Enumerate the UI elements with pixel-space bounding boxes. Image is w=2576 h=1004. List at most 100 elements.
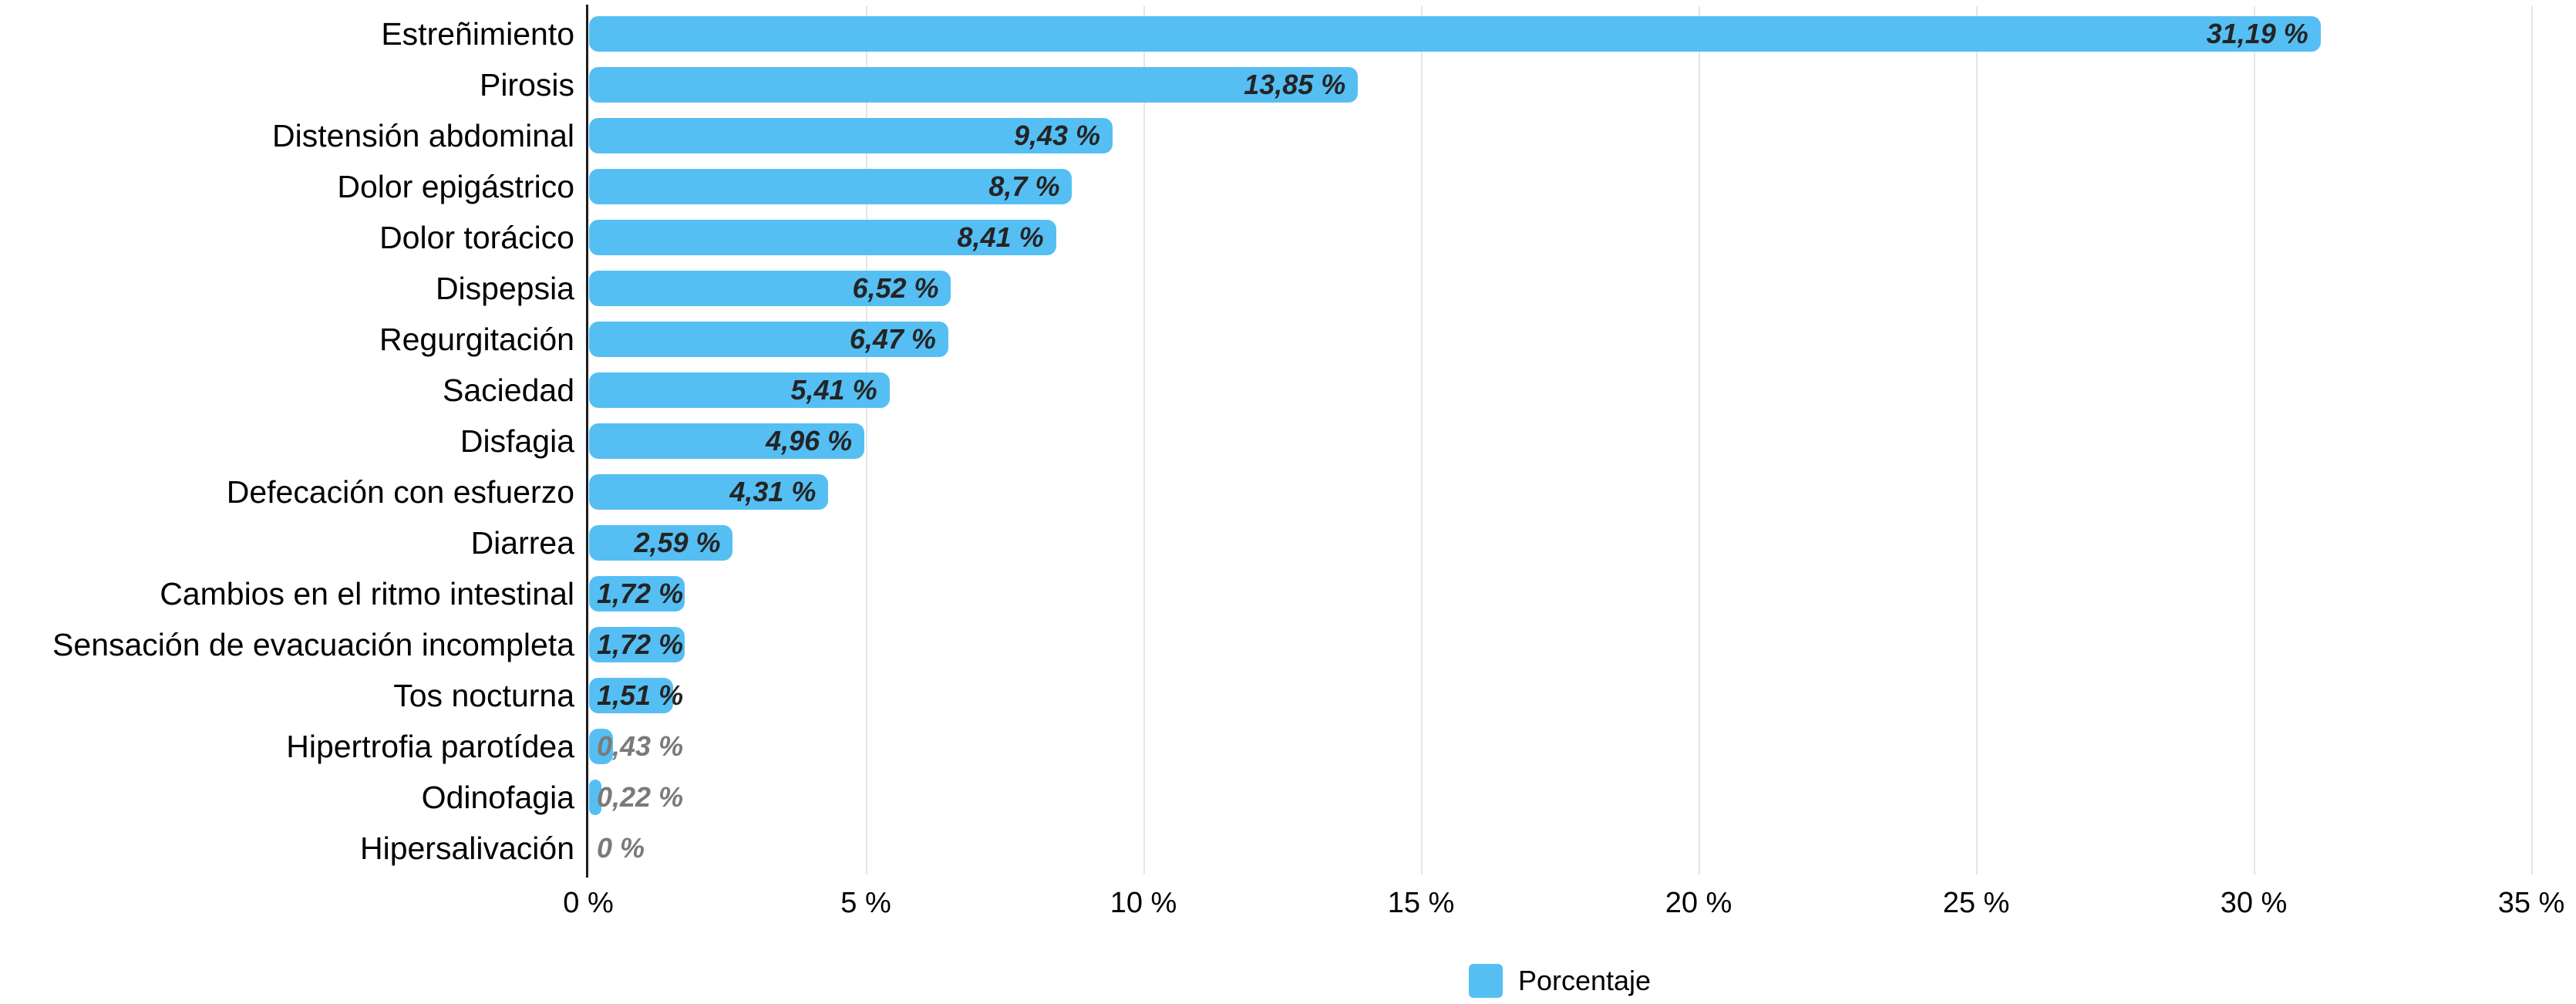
value-label: 8,41 % xyxy=(957,221,1044,253)
value-label: 2,59 % xyxy=(634,527,721,558)
bar-dispepsia[interactable] xyxy=(589,271,951,306)
plot-area: Estreñimiento 31,19 % Pirosis 13,85 % Disten… xyxy=(0,8,2576,874)
chart-row: Cambios en el ritmo intestinal 1,72 % xyxy=(0,568,2576,619)
category-label: Dolor epigástrico xyxy=(337,168,574,204)
gridline-5 xyxy=(866,6,867,874)
bar-track: 9,43 % xyxy=(589,118,2532,153)
bar-track: 31,19 % xyxy=(589,16,2532,52)
category-label: Disfagia xyxy=(460,423,574,459)
x-tick-label-0: 0 % xyxy=(563,887,614,919)
category-label: Hipertrofia parotídea xyxy=(286,728,574,764)
bar-odinofagia[interactable] xyxy=(589,780,601,815)
value-label: 0 % xyxy=(597,832,645,864)
category-label: Saciedad xyxy=(443,372,574,408)
legend-label: Porcentaje xyxy=(1517,965,1652,996)
x-tick-label-15: 15 % xyxy=(1387,887,1455,919)
value-label: 31,19 % xyxy=(2206,18,2308,49)
gridline-35 xyxy=(2531,6,2533,874)
bar-cambios-en-el-ritmo-intestinal[interactable] xyxy=(589,576,685,611)
bar-track: 8,7 % xyxy=(589,169,2532,204)
bar-hipertrofia-parot-dea[interactable] xyxy=(589,729,613,764)
chart-row: Hipersalivación 0 % xyxy=(0,823,2576,874)
bar-dolor-tor-cico[interactable] xyxy=(589,220,1056,255)
bar-estre-imiento[interactable] xyxy=(589,16,2321,52)
chart-row: Odinofagia 0,22 % xyxy=(0,772,2576,823)
value-label: 0,43 % xyxy=(597,730,684,762)
chart-row: Dolor torácico 8,41 % xyxy=(0,212,2576,263)
chart-row: Sensación de evacuación incompleta 1,72 % xyxy=(0,619,2576,670)
bar-dolor-epig-strico[interactable] xyxy=(589,169,1072,204)
gridline-30 xyxy=(2254,6,2255,874)
value-label: 1,72 % xyxy=(597,578,684,609)
chart-row: Diarrea 2,59 % xyxy=(0,517,2576,568)
category-label: Hipersalivación xyxy=(359,830,574,866)
value-label: 5,41 % xyxy=(790,374,877,406)
value-label: 4,96 % xyxy=(766,425,853,457)
bar-tos-nocturna[interactable] xyxy=(589,678,673,713)
bar-defecaci-n-con-esfuerzo[interactable] xyxy=(589,474,829,510)
value-label: 1,72 % xyxy=(597,628,684,660)
value-label: 1,51 % xyxy=(597,679,684,711)
bar-track: 1,51 % xyxy=(589,678,2532,713)
x-tick-label-5: 5 % xyxy=(840,887,891,919)
legend-swatch-porcentaje xyxy=(1468,964,1503,998)
value-label: 6,47 % xyxy=(849,323,936,355)
category-label: Odinofagia xyxy=(421,779,574,815)
category-label: Sensación de evacuación incompleta xyxy=(52,626,574,662)
value-label: 13,85 % xyxy=(1244,69,1346,100)
category-label: Regurgitación xyxy=(379,321,574,357)
bar-track: 0,22 % xyxy=(589,780,2532,815)
category-label: Dolor torácico xyxy=(379,219,574,255)
bar-track: 4,96 % xyxy=(589,423,2532,459)
bar-track: 13,85 % xyxy=(589,67,2532,103)
value-label: 8,7 % xyxy=(988,170,1060,202)
x-tick-label-25: 25 % xyxy=(1942,887,2010,919)
category-label: Cambios en el ritmo intestinal xyxy=(160,575,574,611)
chart-row: Regurgitación 6,47 % xyxy=(0,314,2576,365)
bar-disfagia[interactable] xyxy=(589,423,865,459)
category-label: Estreñimiento xyxy=(381,15,574,52)
category-label: Tos nocturna xyxy=(393,677,574,713)
category-label: Distensión abdominal xyxy=(271,117,574,153)
gridline-10 xyxy=(1143,6,1145,874)
bar-track: 4,31 % xyxy=(589,474,2532,510)
bar-track: 6,52 % xyxy=(589,271,2532,306)
chart-row: Pirosis 13,85 % xyxy=(0,59,2576,110)
gridline-20 xyxy=(1699,6,1700,874)
legend[interactable]: Porcentaje xyxy=(588,961,2531,1001)
chart-row: Dolor epigástrico 8,7 % xyxy=(0,161,2576,212)
chart-row: Disfagia 4,96 % xyxy=(0,416,2576,467)
x-tick-label-35: 35 % xyxy=(2497,887,2565,919)
category-label: Dispepsia xyxy=(435,270,574,306)
bar-sensaci-n-de-evacuaci-n-incompleta[interactable] xyxy=(589,627,685,662)
bar-track: 8,41 % xyxy=(589,220,2532,255)
gridline-15 xyxy=(1421,6,1423,874)
bar-track: 1,72 % xyxy=(589,576,2532,611)
bar-saciedad[interactable] xyxy=(589,372,890,408)
bar-track: 0 % xyxy=(589,830,2532,866)
bar-track: 0,43 % xyxy=(589,729,2532,764)
bar-regurgitaci-n[interactable] xyxy=(589,322,948,357)
value-label: 4,31 % xyxy=(729,476,817,507)
bar-track: 6,47 % xyxy=(589,322,2532,357)
gridline-25 xyxy=(1976,6,1978,874)
chart-row: Distensión abdominal 9,43 % xyxy=(0,110,2576,161)
value-label: 0,22 % xyxy=(597,781,684,813)
chart-row: Dispepsia 6,52 % xyxy=(0,263,2576,314)
value-label: 9,43 % xyxy=(1013,120,1101,151)
bar-diarrea[interactable] xyxy=(589,525,733,561)
category-label: Diarrea xyxy=(470,524,574,561)
category-label: Defecación con esfuerzo xyxy=(226,473,574,510)
bar-track: 1,72 % xyxy=(589,627,2532,662)
chart-row: Hipertrofia parotídea 0,43 % xyxy=(0,721,2576,772)
bar-distensi-n-abdominal[interactable] xyxy=(589,118,1113,153)
chart-row: Estreñimiento 31,19 % xyxy=(0,8,2576,59)
chart-row: Defecación con esfuerzo 4,31 % xyxy=(0,467,2576,517)
chart-row: Saciedad 5,41 % xyxy=(0,365,2576,416)
x-tick-label-20: 20 % xyxy=(1665,887,1732,919)
bar-pirosis[interactable] xyxy=(589,67,1359,103)
value-label: 6,52 % xyxy=(852,272,939,304)
category-label: Pirosis xyxy=(479,66,574,103)
y-axis-line xyxy=(586,5,588,878)
